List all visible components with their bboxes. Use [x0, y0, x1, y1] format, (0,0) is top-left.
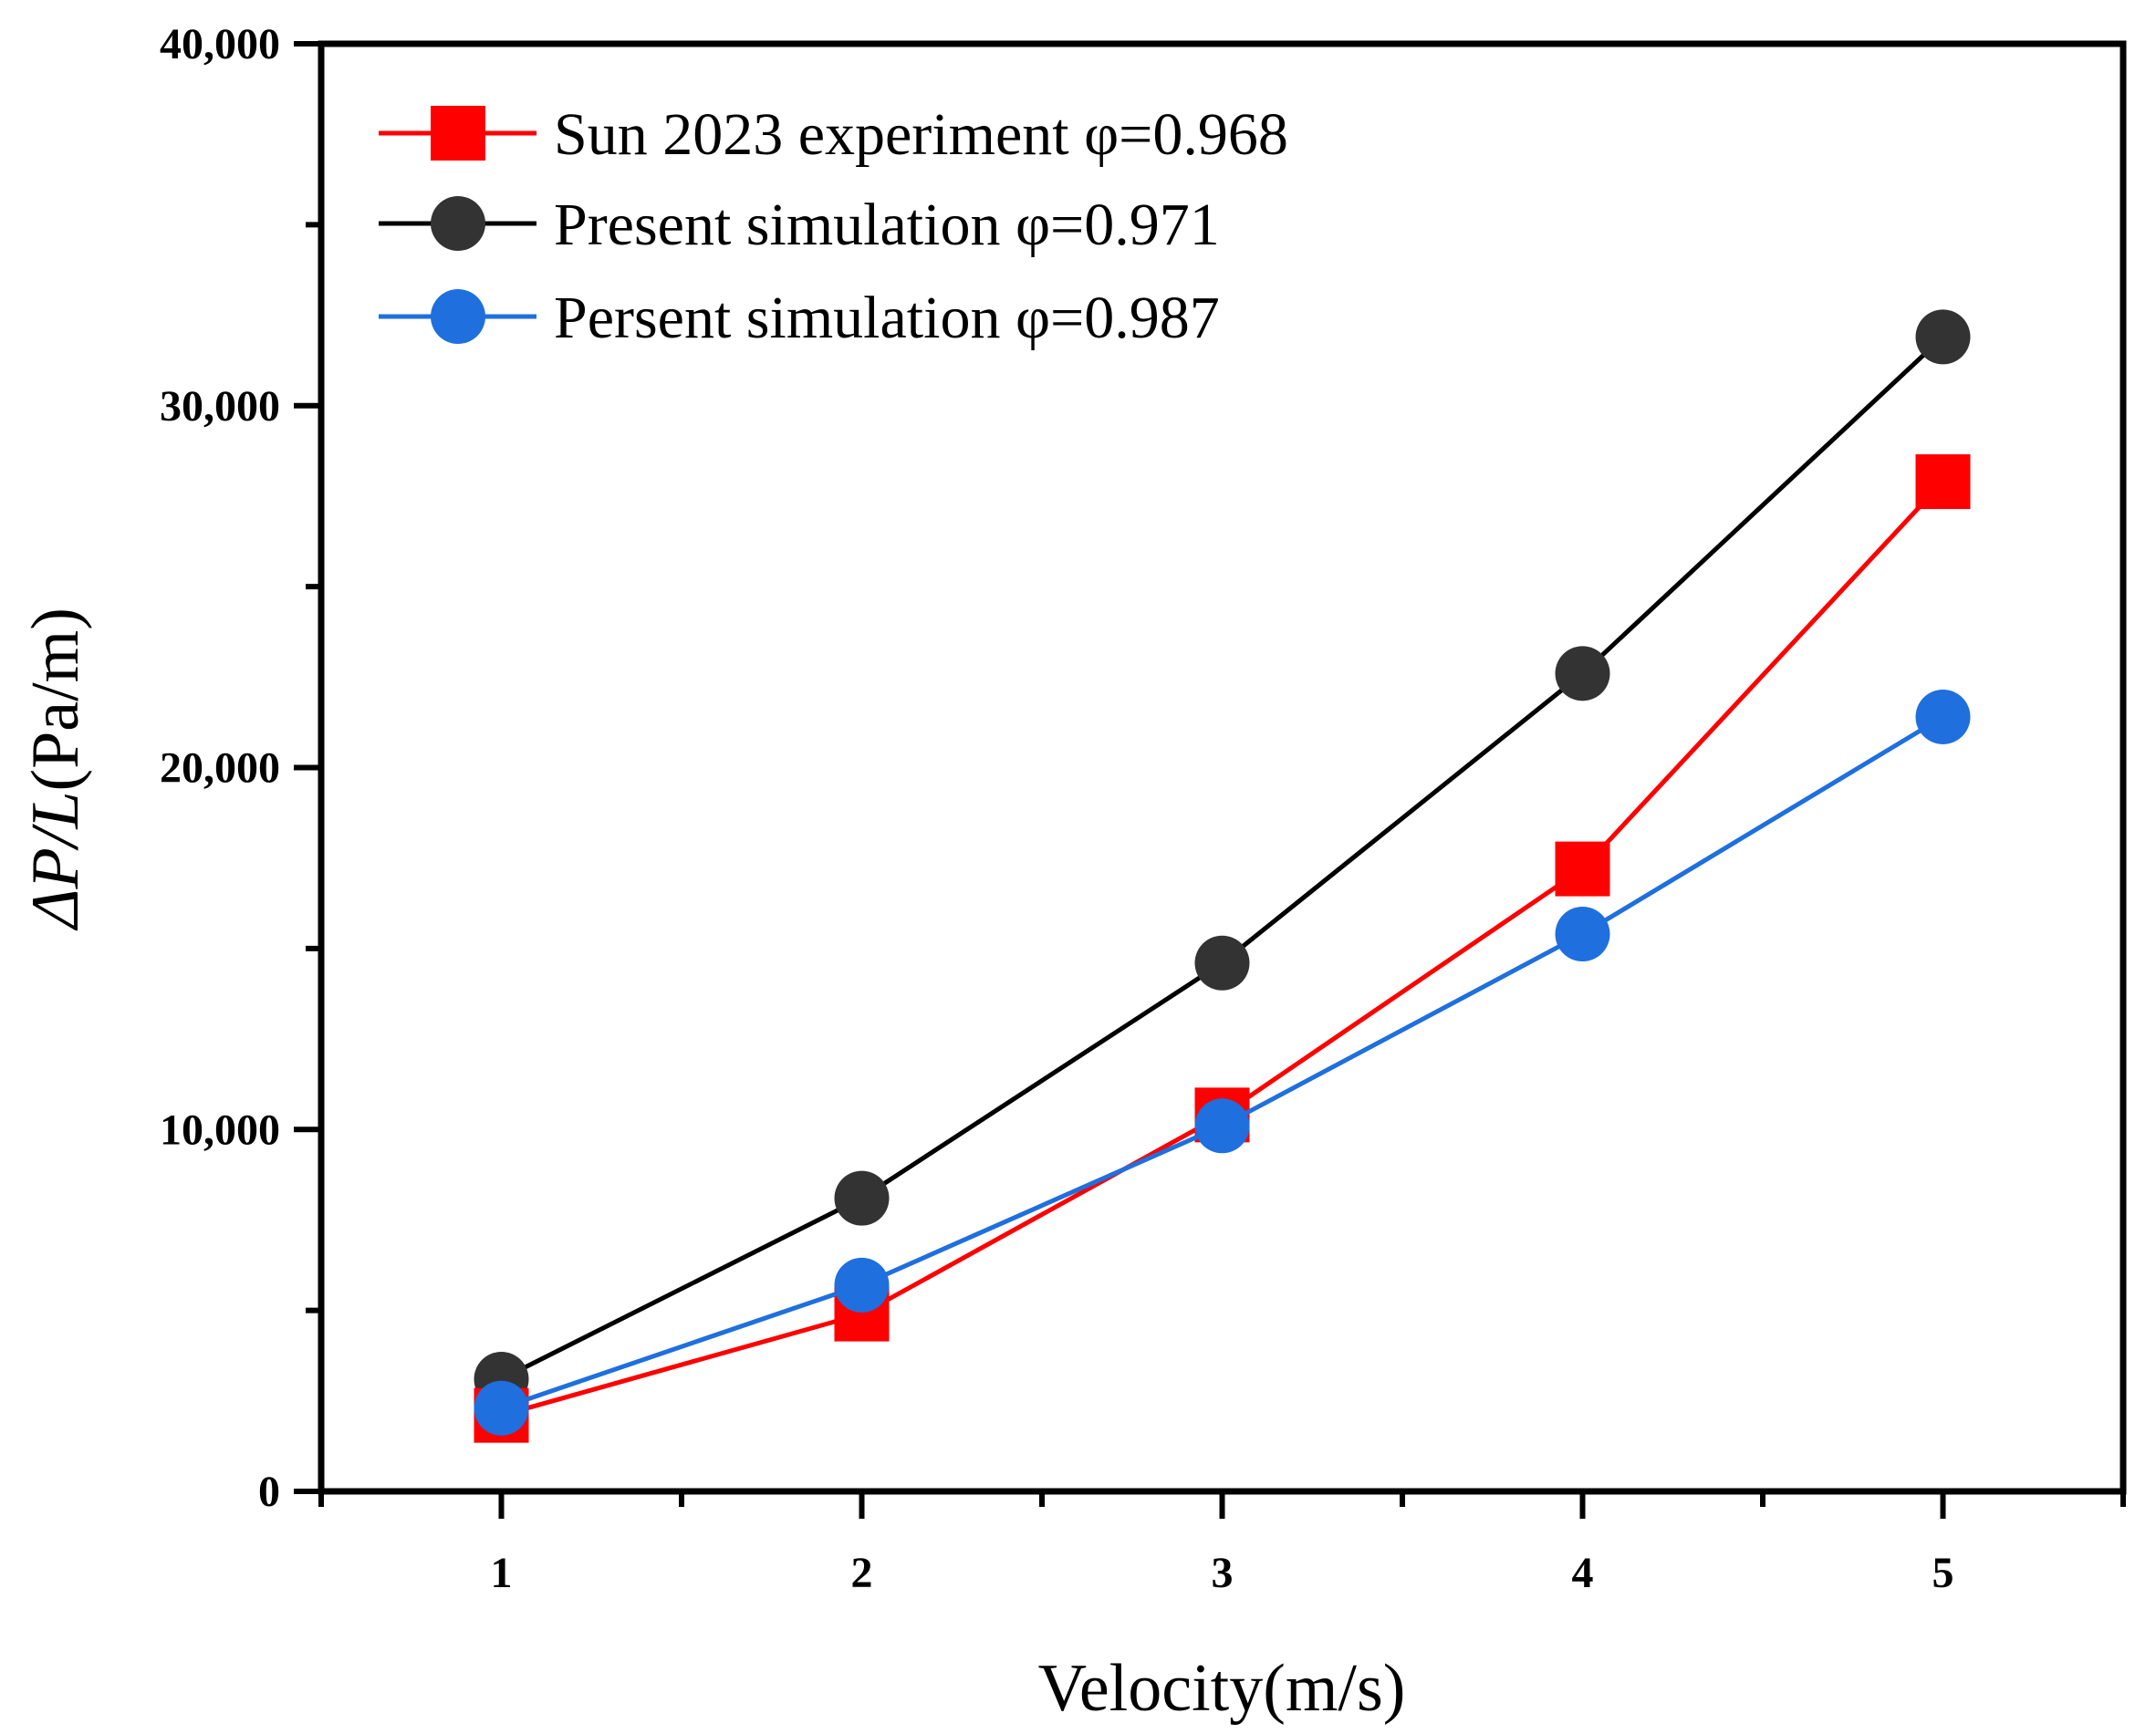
series-1-point-5 [1915, 454, 1971, 510]
y-tick-label-4: 30,000 [160, 382, 280, 431]
y-tick-label-3: 20,000 [160, 744, 280, 793]
series-3-point-5 [1915, 689, 1971, 744]
x-axis-tick-labels: 1 2 3 4 5 [491, 1549, 1954, 1597]
y-axis-title-unit: (Pa/m) [18, 607, 93, 791]
legend: Sun 2023 experiment φ=0.968 Present simul… [379, 101, 1288, 351]
y-axis-ticks [294, 41, 321, 1494]
legend-item-1: Sun 2023 experiment φ=0.968 [379, 101, 1288, 168]
legend-item-3: Persent simulation φ=0.987 [379, 285, 1220, 351]
series-2-point-4 [1555, 646, 1610, 701]
y-axis-title: ΔP/L(Pa/m) [18, 607, 93, 931]
series-3 [474, 689, 1971, 1436]
series-2 [474, 309, 1971, 1407]
x-tick-label-1: 1 [491, 1549, 513, 1597]
series-3-point-3 [1194, 1098, 1250, 1154]
series-3-point-4 [1555, 907, 1610, 962]
y-tick-label-2: 10,000 [160, 1106, 280, 1154]
series-3-point-2 [834, 1257, 890, 1313]
y-axis-tick-labels: 0 10,000 20,000 30,000 40,000 [160, 20, 280, 1516]
series-layer [474, 309, 1971, 1443]
series-2-point-2 [834, 1170, 890, 1226]
y-tick-label-1: 0 [258, 1468, 280, 1516]
series-2-point-5 [1915, 309, 1971, 365]
legend-label-2: Present simulation φ=0.971 [554, 192, 1220, 258]
legend-label-3: Persent simulation φ=0.987 [554, 285, 1220, 351]
x-axis-ticks [318, 1491, 2126, 1519]
x-tick-label-2: 2 [851, 1549, 873, 1597]
legend-marker-3 [431, 289, 485, 344]
series-2-point-3 [1194, 935, 1250, 991]
x-axis-title: Velocity(m/s) [1038, 1651, 1406, 1726]
y-tick-label-5: 40,000 [160, 20, 280, 68]
x-tick-label-5: 5 [1932, 1549, 1954, 1597]
x-tick-label-4: 4 [1572, 1549, 1594, 1597]
y-axis-title-symbol: ΔP/L [18, 792, 93, 931]
legend-marker-1 [431, 106, 485, 161]
series-3-point-1 [474, 1380, 529, 1436]
x-tick-label-3: 3 [1212, 1549, 1234, 1597]
series-1-point-4 [1555, 841, 1610, 897]
legend-marker-2 [431, 196, 485, 251]
legend-label-1: Sun 2023 experiment φ=0.968 [554, 101, 1288, 168]
legend-item-2: Present simulation φ=0.971 [379, 192, 1220, 258]
